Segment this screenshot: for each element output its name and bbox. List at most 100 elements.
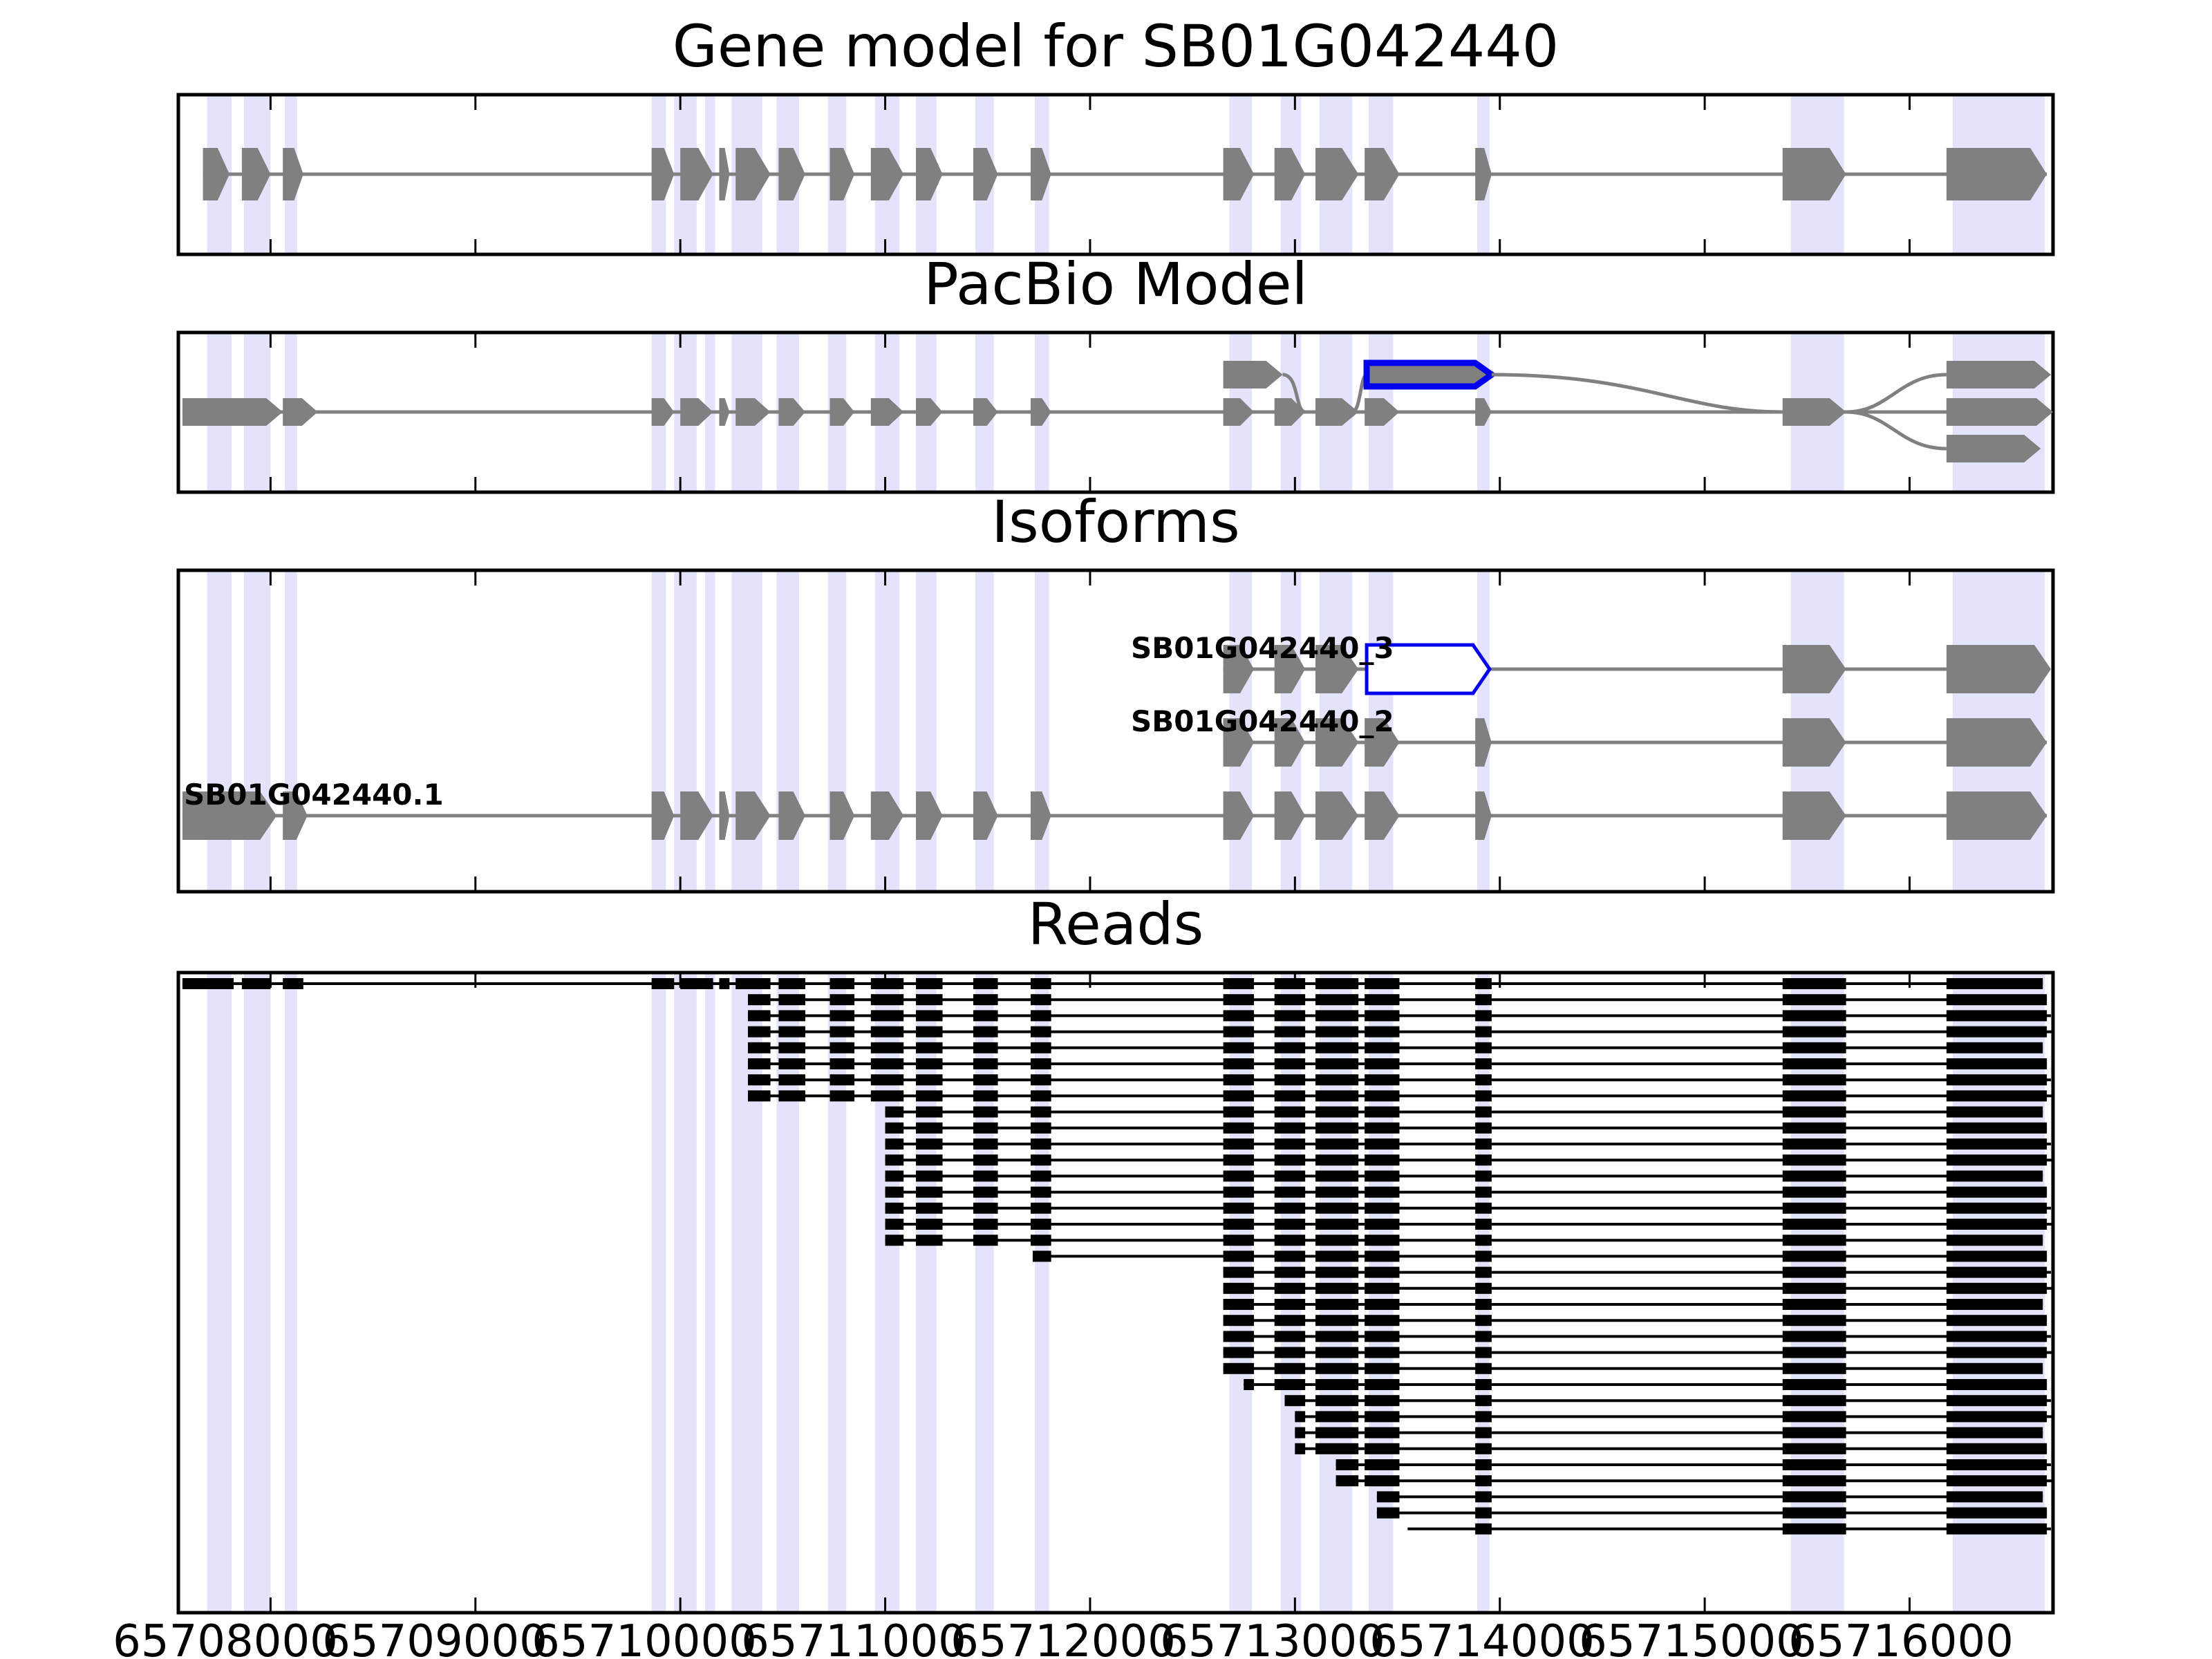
read-block [1782,1250,1846,1262]
read-block [1475,1523,1492,1535]
read-block [916,1202,943,1214]
read-block [1782,1042,1846,1053]
read-block [1365,1058,1400,1069]
read-block [1274,1058,1306,1069]
read-block [1315,1122,1359,1134]
read-block [1030,1090,1051,1102]
read-block [1365,1379,1400,1390]
read-block [1475,1250,1492,1262]
read-block [1315,1170,1359,1182]
read-block [203,978,230,989]
x-tick-label: 65710000 [532,1616,757,1659]
shaded-exon-region [975,570,994,892]
read-block [1475,1315,1492,1327]
panel-pacbio-model: PacBio Model [176,250,2055,494]
read-block [1365,1235,1400,1246]
exon [241,148,271,200]
exon [1475,398,1492,426]
read-block [916,1106,943,1118]
read-block [1223,1202,1255,1214]
read-block [1946,1491,2043,1503]
shaded-exon-region [207,973,232,1613]
panel-frame [176,971,2055,1615]
exon [1946,791,2047,840]
read-block [747,994,771,1006]
read-block [885,1186,904,1198]
exon [830,398,855,426]
read-block [1946,1395,2047,1407]
exon [1315,645,1359,693]
read-block [973,1219,998,1230]
read-block [916,994,943,1006]
exon [1946,148,2047,200]
read-block [1365,1219,1400,1230]
read-block [1365,1170,1400,1182]
read-block [1782,1026,1846,1038]
exon [1274,148,1306,200]
read-block [1946,1106,2043,1118]
read-block [870,1010,904,1022]
read-block [1223,1186,1255,1198]
read-block [1782,1507,1846,1519]
read-block [885,1122,904,1134]
read-block [973,1138,998,1150]
read-block [916,1235,943,1246]
read-block [1782,1058,1846,1069]
shaded-exon-region [285,973,297,1613]
exon [735,791,771,840]
exon [778,398,805,426]
read-block [1315,1202,1359,1214]
read-block [973,1202,998,1214]
exon [1315,398,1359,426]
read-block [973,1058,998,1069]
read-block [1284,1395,1306,1407]
read-block [1946,1299,2043,1310]
read-block [1946,1507,2047,1519]
read-block [1274,1250,1306,1262]
read-block [1475,994,1492,1006]
x-tick-label: 65715000 [1579,1616,1804,1659]
exon [830,148,855,200]
read-block [973,1026,998,1038]
read-block [916,1186,943,1198]
read-block [916,1042,943,1053]
read-block [1946,1250,2047,1262]
read-block [1365,1315,1400,1327]
read-block [1365,1299,1400,1310]
read-block [973,1090,998,1102]
read-block [1475,1299,1492,1310]
read-block [1475,1235,1492,1246]
read-block [830,994,855,1006]
read-block [1946,1219,2047,1230]
shaded-exon-region [651,570,666,892]
read-block [870,1058,904,1069]
read-block [778,1074,805,1086]
read-block [1315,1282,1359,1294]
read-block [830,1042,855,1053]
shaded-exon-region [674,973,697,1613]
shaded-exon-region [874,570,900,892]
read-block [973,1186,998,1198]
read-block [1365,1347,1400,1358]
read-block [1223,1042,1255,1053]
read-block [1030,1154,1051,1166]
read-block [1274,1347,1306,1358]
read-block [1365,994,1400,1006]
read-block [1946,1235,2043,1246]
read-block [1315,994,1359,1006]
read-block [1946,1475,2047,1487]
read-block [1365,1186,1400,1198]
read-block [1274,994,1306,1006]
read-block [1030,1058,1051,1069]
read-block [1030,1138,1051,1150]
read-block [1315,1315,1359,1327]
exon [203,148,230,200]
shaded-exon-region [674,570,697,892]
read-block [1274,1106,1306,1118]
read-block [1365,1427,1400,1438]
read-block [1946,1154,2047,1166]
read-block [1223,1154,1255,1166]
read-block [735,978,771,989]
exon [735,398,771,426]
